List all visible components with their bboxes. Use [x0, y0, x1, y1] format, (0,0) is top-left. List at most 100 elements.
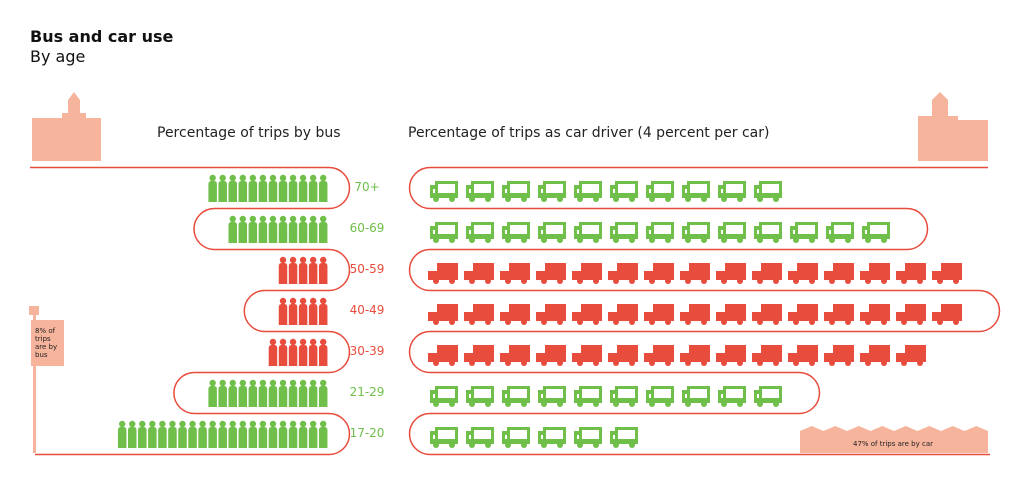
bus-person-mark: [288, 338, 298, 366]
age-label: 30-39: [349, 344, 385, 358]
bus-person-mark: [208, 379, 217, 407]
left-building-icon: [32, 92, 101, 161]
car-mark: [680, 345, 710, 366]
car-mark: [500, 345, 530, 366]
car-mark: [536, 263, 566, 284]
car-row-group: [430, 427, 638, 448]
car-mark: [646, 181, 674, 202]
car-mark: [862, 222, 890, 243]
bus-person-mark: [158, 420, 167, 448]
factory-icon: [800, 426, 988, 453]
car-row-group: [430, 222, 890, 243]
bus-person-mark: [318, 338, 328, 366]
bus-person-mark: [298, 215, 308, 243]
car-mark: [430, 222, 458, 243]
bus-person-mark: [138, 420, 147, 448]
car-mark: [646, 222, 674, 243]
bus-person-mark: [308, 379, 318, 407]
bus-row-group: [278, 256, 328, 284]
bus-person-mark: [288, 420, 298, 448]
car-mark: [428, 345, 458, 366]
car-mark: [718, 222, 746, 243]
car-series-label: Percentage of trips as car driver (4 per…: [408, 125, 770, 141]
bus-person-mark: [278, 174, 288, 202]
car-mark: [860, 263, 890, 284]
bus-person-mark: [248, 174, 258, 202]
bus-person-mark: [288, 379, 298, 407]
bus-person-mark: [188, 420, 197, 448]
car-mark: [860, 304, 890, 325]
car-mark: [464, 263, 494, 284]
decorations: [29, 92, 988, 453]
car-mark: [538, 427, 566, 448]
car-mark: [718, 181, 746, 202]
age-label: 21-29: [349, 385, 385, 399]
bus-person-mark: [218, 379, 227, 407]
car-mark: [538, 222, 566, 243]
bus-person-mark: [298, 297, 308, 325]
bus-person-mark: [117, 420, 127, 448]
bus-row-group: [278, 297, 328, 325]
car-mark: [752, 345, 782, 366]
bus-person-mark: [278, 379, 288, 407]
bus-series-label: Percentage of trips by bus: [157, 125, 341, 141]
bus-person-mark: [198, 420, 207, 448]
bus-person-mark: [268, 420, 278, 448]
route-paths: [30, 166, 1001, 456]
car-mark: [754, 181, 782, 202]
bus-route-path: [30, 166, 351, 456]
car-mark: [538, 181, 566, 202]
bus-person-mark: [218, 174, 227, 202]
car-mark: [608, 345, 638, 366]
car-mark: [788, 345, 818, 366]
bus-person-mark: [268, 174, 278, 202]
bus-person-mark: [168, 420, 177, 448]
bus-person-mark: [288, 174, 298, 202]
car-mark: [574, 386, 602, 407]
car-mark: [718, 386, 746, 407]
car-mark: [644, 263, 674, 284]
bus-person-mark: [128, 420, 137, 448]
bus-person-mark: [258, 215, 268, 243]
bus-person-mark: [178, 420, 187, 448]
car-mark: [428, 263, 458, 284]
car-mark: [752, 304, 782, 325]
car-mark: [860, 345, 890, 366]
car-mark: [500, 304, 530, 325]
age-label: 50-59: [349, 262, 385, 276]
car-mark: [824, 304, 854, 325]
car-row-group: [430, 181, 782, 202]
bus-person-mark: [208, 174, 217, 202]
car-mark: [644, 304, 674, 325]
chart-marks: [117, 174, 962, 448]
bus-person-mark: [218, 420, 227, 448]
car-mark: [428, 304, 458, 325]
car-mark: [502, 222, 530, 243]
car-mark: [610, 222, 638, 243]
car-mark: [826, 222, 854, 243]
bus-person-mark: [258, 420, 268, 448]
car-row-group: [428, 304, 962, 325]
bus-person-mark: [228, 174, 237, 202]
car-mark: [574, 222, 602, 243]
bus-row-group: [208, 379, 328, 407]
bus-person-mark: [258, 174, 268, 202]
bus-person-mark: [228, 420, 237, 448]
bus-stop-panel-icon: [31, 320, 64, 366]
bus-person-mark: [228, 215, 237, 243]
chart-subtitle: By age: [30, 47, 86, 66]
car-mark: [574, 427, 602, 448]
car-mark: [752, 263, 782, 284]
bus-person-mark: [288, 215, 298, 243]
chart-title: Bus and car use: [30, 27, 174, 46]
bus-person-mark: [208, 420, 217, 448]
car-mark: [790, 222, 818, 243]
car-mark: [538, 386, 566, 407]
car-route-path: [408, 166, 1001, 456]
car-mark: [896, 263, 926, 284]
bus-person-mark: [298, 256, 308, 284]
bus-person-mark: [298, 379, 308, 407]
car-mark: [574, 181, 602, 202]
car-mark: [824, 345, 854, 366]
